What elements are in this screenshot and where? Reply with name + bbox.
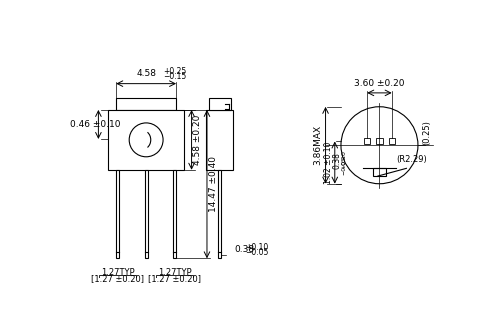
Bar (388, 138, 395, 144)
Text: 14.47 ±0.40: 14.47 ±0.40 (208, 156, 218, 212)
Bar (206, 110, 233, 170)
Bar (116, 97, 176, 110)
Bar (108, 110, 184, 170)
Text: [1.27 ±0.20]: [1.27 ±0.20] (91, 275, 144, 284)
Text: 3.60 ±0.20: 3.60 ±0.20 (354, 79, 405, 88)
Text: 0.38: 0.38 (332, 153, 342, 169)
Bar (144, 170, 148, 258)
Text: −0.05: −0.05 (246, 248, 269, 257)
Bar (208, 97, 231, 110)
Text: 1.02 ±0.10: 1.02 ±0.10 (324, 141, 333, 184)
Text: 4.58 ±0.20: 4.58 ±0.20 (193, 115, 202, 165)
Text: (0.25): (0.25) (422, 120, 431, 145)
Text: −0.05: −0.05 (342, 156, 346, 175)
Text: 4.58: 4.58 (136, 69, 156, 78)
Bar (364, 138, 370, 144)
Text: 1.27TYP: 1.27TYP (158, 268, 192, 277)
Text: +0.10: +0.10 (246, 242, 268, 251)
Bar (116, 170, 119, 258)
Text: [1.27 ±0.20]: [1.27 ±0.20] (148, 275, 201, 284)
Bar (218, 170, 221, 258)
Text: +0.25: +0.25 (163, 67, 186, 76)
Bar (173, 170, 176, 258)
Bar (156, 275, 193, 281)
Text: (R2.29): (R2.29) (396, 155, 427, 163)
Bar (374, 168, 386, 176)
Text: 0.46 ±0.10: 0.46 ±0.10 (70, 120, 120, 129)
Text: +0.10: +0.10 (342, 150, 346, 169)
Text: 0.38: 0.38 (234, 245, 254, 254)
Text: −0.15: −0.15 (163, 72, 186, 81)
Bar (99, 275, 136, 281)
Text: 1.27TYP: 1.27TYP (101, 268, 134, 277)
Text: 3.86MAX: 3.86MAX (314, 125, 322, 165)
Bar (376, 138, 382, 144)
